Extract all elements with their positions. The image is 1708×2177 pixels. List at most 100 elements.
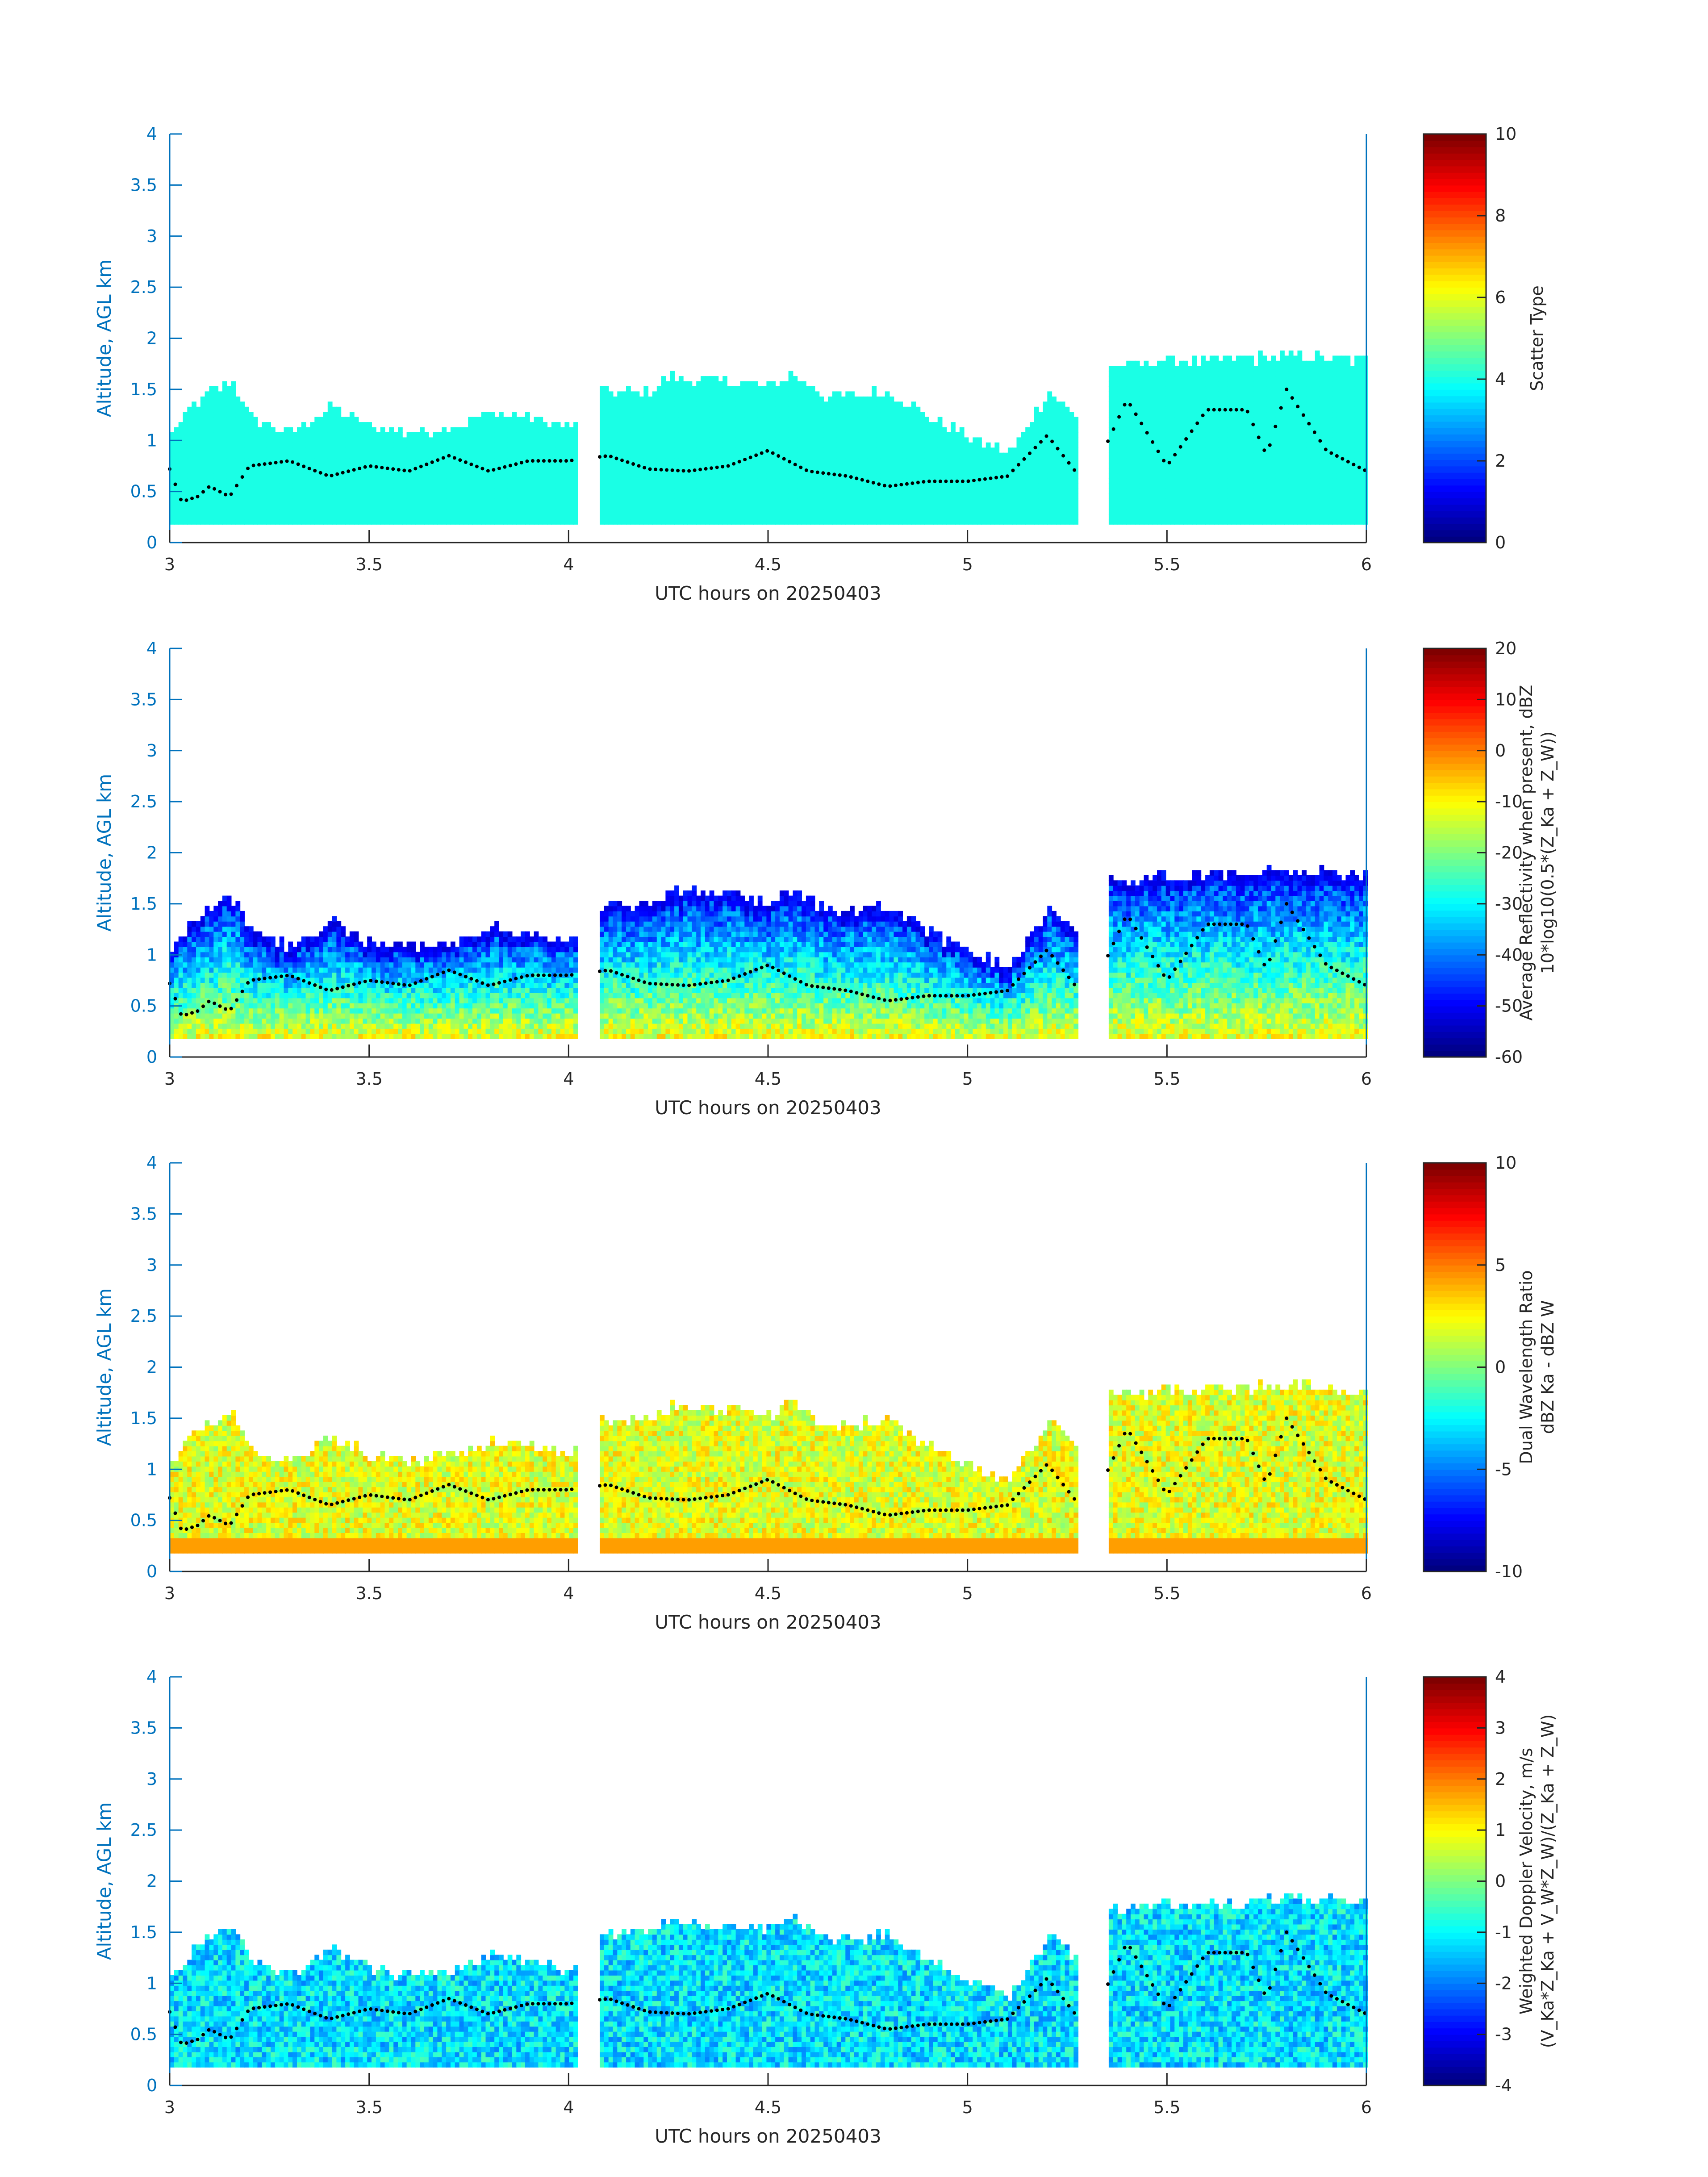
heatmap-cell bbox=[854, 422, 859, 428]
heatmap-cell bbox=[678, 483, 684, 489]
heatmap-cell bbox=[1043, 473, 1048, 479]
heatmap-cell bbox=[727, 493, 732, 499]
heatmap-cell bbox=[1117, 498, 1123, 504]
heatmap-cell bbox=[661, 422, 666, 428]
heatmap-cell bbox=[560, 427, 565, 433]
heatmap-cell bbox=[1131, 360, 1136, 367]
heatmap-cell bbox=[1038, 468, 1044, 474]
heatmap-cell bbox=[867, 488, 873, 494]
heatmap-cell bbox=[389, 427, 394, 433]
heatmap-cell bbox=[551, 437, 556, 443]
heatmap-cell bbox=[187, 417, 192, 422]
heatmap-cell bbox=[964, 458, 969, 464]
heatmap-cell bbox=[336, 498, 342, 504]
heatmap-cell bbox=[450, 427, 455, 433]
heatmap-cell bbox=[442, 437, 447, 443]
heatmap-cell bbox=[678, 422, 684, 428]
heatmap-cell bbox=[450, 509, 455, 514]
heatmap-cell bbox=[968, 498, 973, 504]
heatmap-cell bbox=[722, 412, 727, 418]
heatmap-cell bbox=[841, 519, 846, 525]
heatmap-cell bbox=[946, 504, 952, 510]
heatmap-cell bbox=[1016, 488, 1022, 494]
heatmap-cell bbox=[1007, 488, 1013, 494]
heatmap-cell bbox=[499, 427, 504, 433]
heatmap-cell bbox=[323, 447, 328, 453]
heatmap-cell bbox=[389, 437, 394, 443]
heatmap-cell bbox=[428, 468, 434, 474]
heatmap-cell bbox=[485, 519, 491, 525]
heatmap-cell bbox=[1060, 504, 1065, 510]
heatmap-cell bbox=[867, 509, 873, 514]
heatmap-cell bbox=[376, 504, 381, 510]
heatmap-cell bbox=[906, 483, 912, 489]
heatmap-cell bbox=[683, 386, 688, 392]
heatmap-cell bbox=[622, 442, 626, 448]
heatmap-cell bbox=[1144, 422, 1149, 428]
heatmap-cell bbox=[643, 483, 649, 489]
heatmap-cell bbox=[608, 493, 614, 499]
heatmap-cell bbox=[354, 478, 359, 484]
heatmap-cell bbox=[744, 401, 750, 407]
heatmap-cell bbox=[244, 509, 249, 514]
heatmap-cell bbox=[244, 473, 249, 479]
heatmap-cell bbox=[911, 514, 916, 520]
heatmap-cell bbox=[551, 514, 556, 520]
heatmap-cell bbox=[880, 447, 885, 453]
heatmap-cell bbox=[687, 406, 693, 413]
heatmap-cell bbox=[845, 478, 851, 484]
heatmap-cell bbox=[231, 498, 236, 504]
heatmap-cell bbox=[1113, 371, 1118, 377]
heatmap-cell bbox=[788, 509, 793, 514]
heatmap-cell bbox=[398, 488, 403, 494]
heatmap-cell bbox=[898, 432, 903, 438]
heatmap-cell bbox=[749, 493, 754, 499]
heatmap-cell bbox=[687, 401, 693, 407]
heatmap-cell bbox=[661, 381, 666, 387]
heatmap-cell bbox=[1056, 519, 1061, 525]
heatmap-cell bbox=[218, 452, 223, 459]
heatmap-cell bbox=[683, 468, 688, 474]
heatmap-cell bbox=[937, 458, 943, 464]
heatmap-cell bbox=[701, 412, 706, 418]
heatmap-cell bbox=[1012, 493, 1017, 499]
heatmap-cell bbox=[955, 493, 960, 499]
heatmap-cell bbox=[538, 432, 543, 438]
heatmap-cell bbox=[222, 509, 227, 514]
heatmap-cell bbox=[415, 468, 421, 474]
heatmap-cell bbox=[740, 422, 745, 428]
heatmap-cell bbox=[678, 376, 684, 382]
heatmap-cell bbox=[226, 493, 232, 499]
heatmap-cell bbox=[841, 463, 846, 468]
heatmap-cell bbox=[788, 417, 793, 422]
heatmap-cell bbox=[1139, 478, 1144, 484]
heatmap-cell bbox=[828, 442, 833, 448]
heatmap-cell bbox=[608, 391, 614, 397]
heatmap-cell bbox=[327, 488, 333, 494]
heatmap-cell bbox=[793, 473, 798, 479]
heatmap-cell bbox=[446, 437, 451, 443]
heatmap-cell bbox=[836, 447, 842, 453]
heatmap-cell bbox=[608, 463, 614, 468]
heatmap-cell bbox=[372, 458, 376, 464]
heatmap-cell bbox=[349, 519, 355, 525]
heatmap-cell bbox=[775, 519, 780, 525]
heatmap-cell bbox=[222, 488, 227, 494]
heatmap-cell bbox=[902, 458, 907, 464]
heatmap-cell bbox=[731, 422, 736, 428]
heatmap-cell bbox=[406, 514, 412, 520]
heatmap-cell bbox=[779, 391, 785, 397]
heatmap-cell bbox=[766, 509, 772, 514]
heatmap-cell bbox=[1047, 447, 1052, 453]
heatmap-cell bbox=[744, 442, 750, 448]
heatmap-cell bbox=[503, 493, 508, 499]
heatmap-cell bbox=[951, 473, 956, 479]
heatmap-cell bbox=[709, 488, 714, 494]
heatmap-cell bbox=[661, 376, 666, 382]
heatmap-cell bbox=[771, 514, 776, 520]
heatmap-cell bbox=[762, 478, 767, 484]
heatmap-cell bbox=[771, 509, 776, 514]
heatmap-cell bbox=[885, 447, 890, 453]
heatmap-cell bbox=[244, 468, 249, 474]
heatmap-cell bbox=[437, 504, 443, 510]
